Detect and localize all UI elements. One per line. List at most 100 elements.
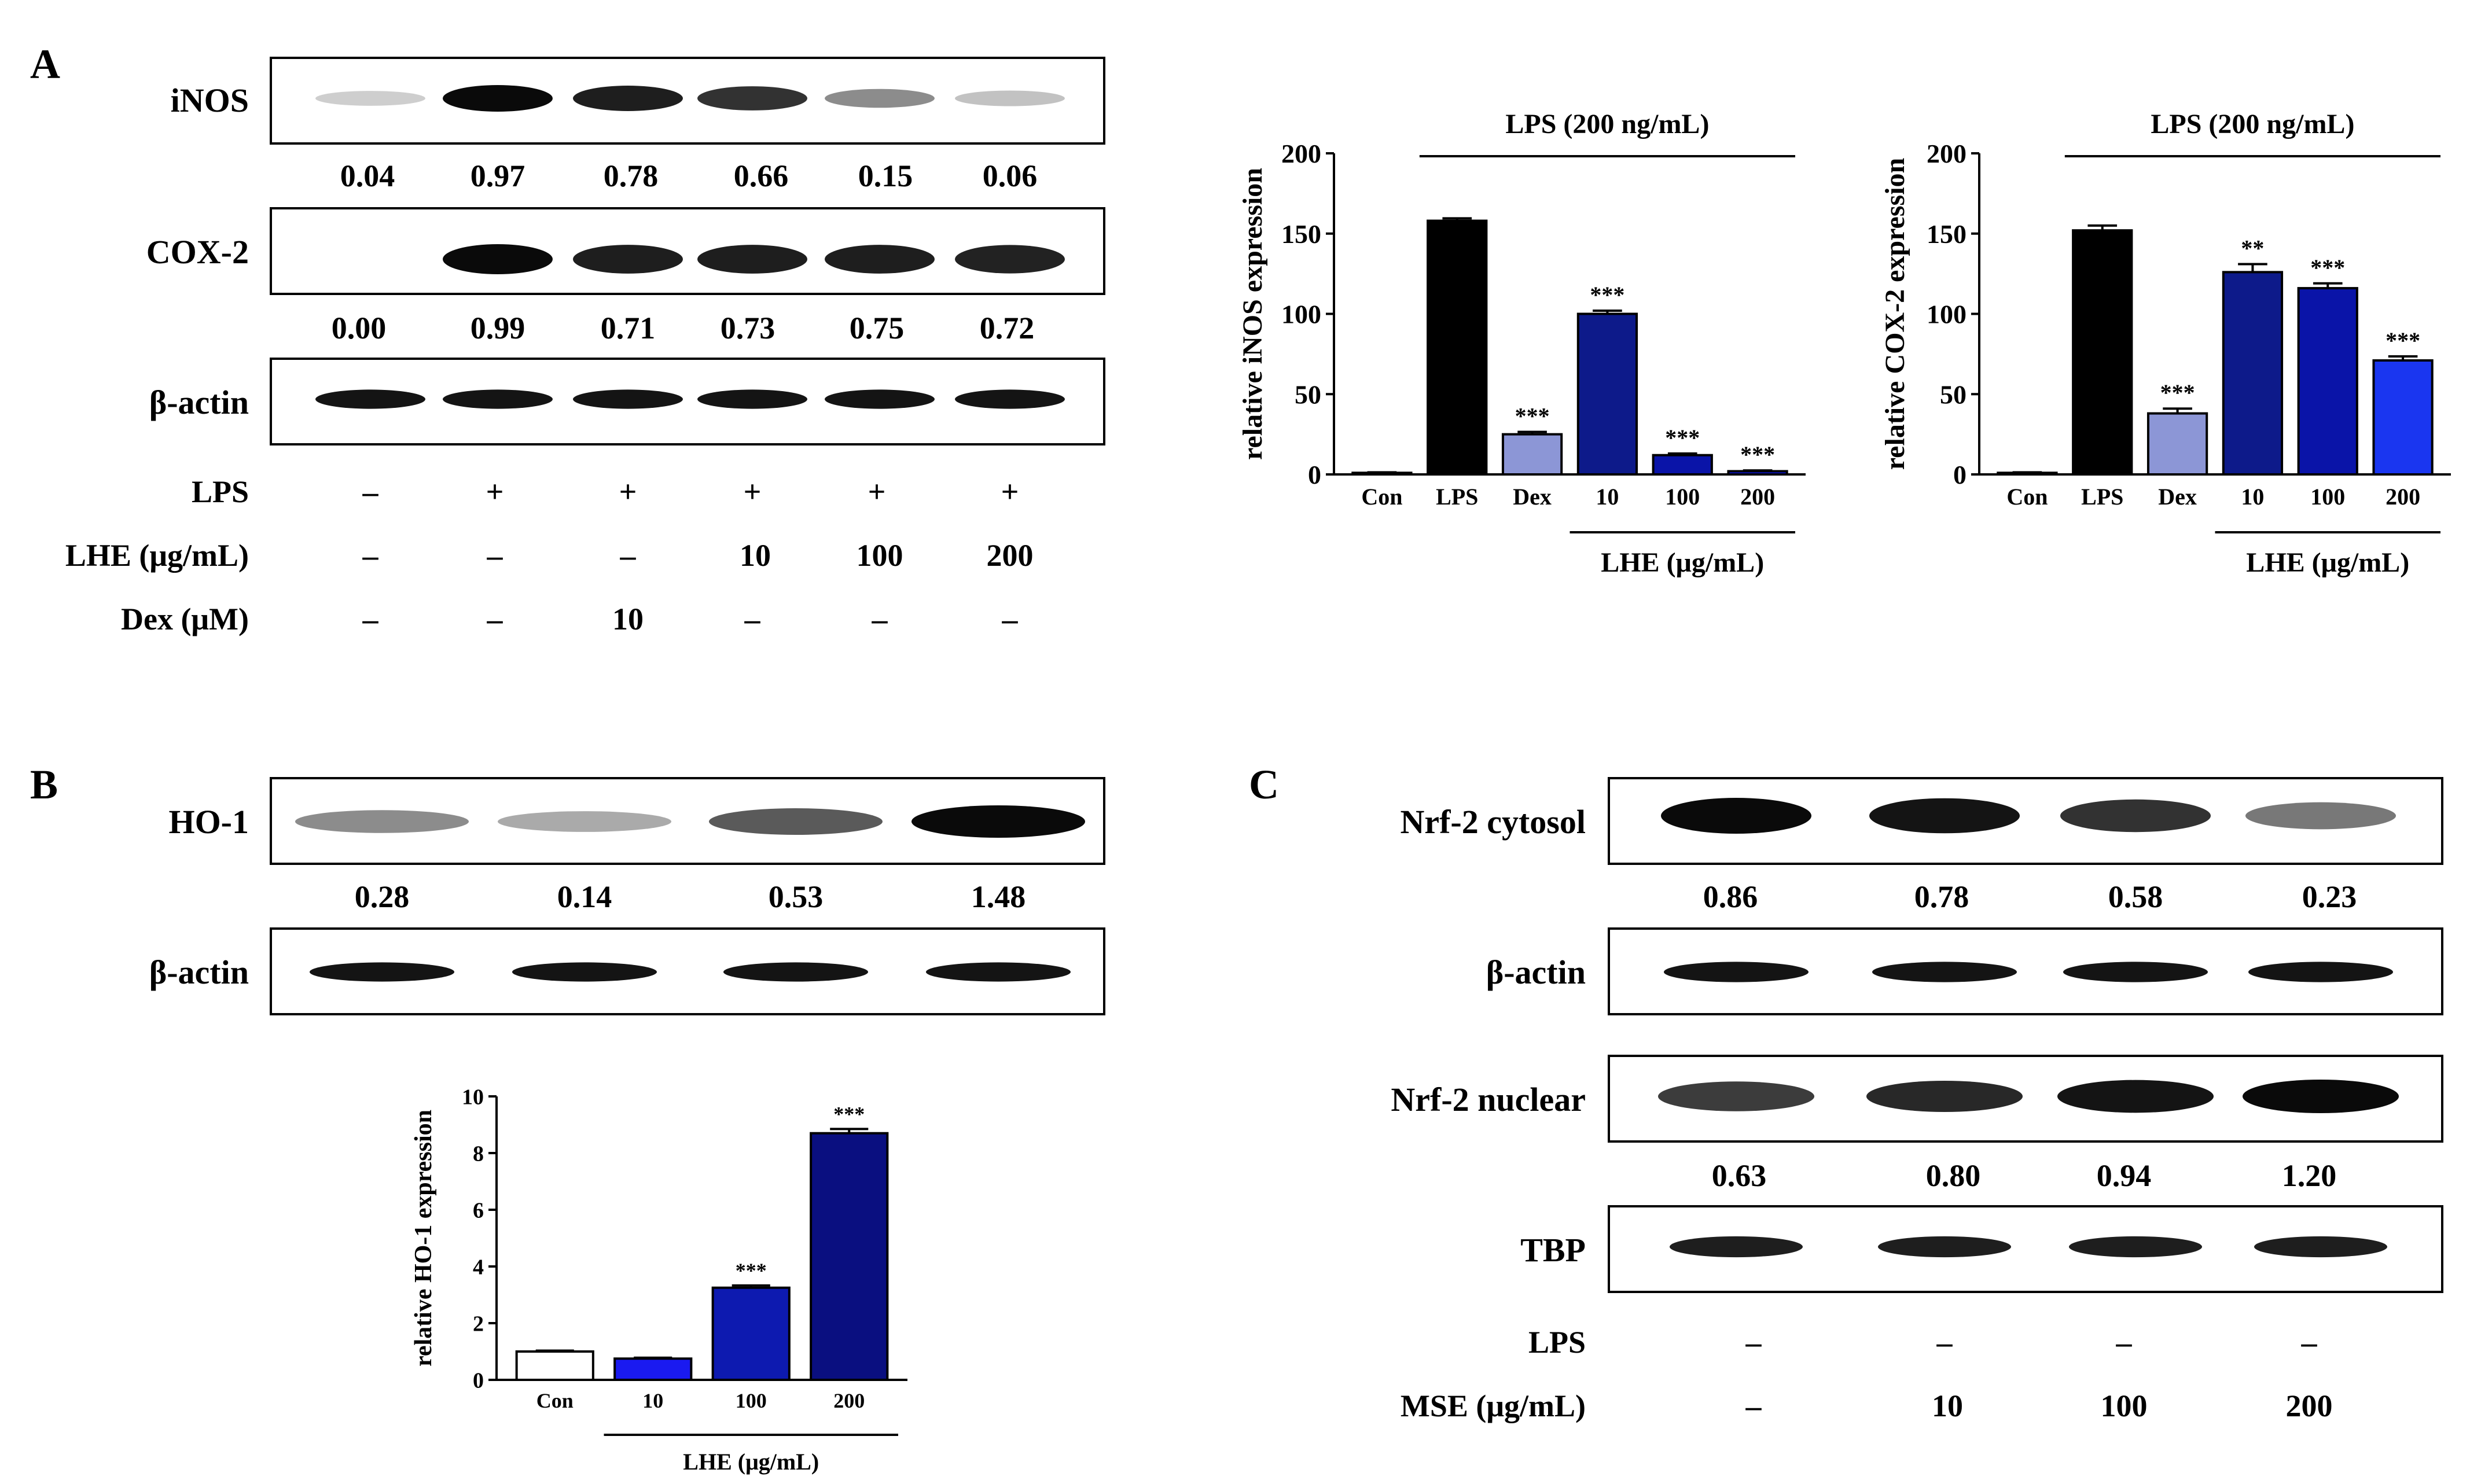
- condition-value: +: [619, 474, 637, 509]
- densitometry-value: 0.99: [471, 311, 525, 345]
- blot-band: [2060, 799, 2211, 833]
- blot-band: [2069, 1236, 2202, 1258]
- densitometry-value: 0.78: [1914, 879, 1969, 914]
- blot-band: [295, 810, 469, 833]
- blot-band: [315, 91, 425, 106]
- densitometry-values-cox2: 0.00 0.99 0.71 0.73 0.75 0.72: [332, 311, 1035, 345]
- x-tick-label: LPS: [2081, 484, 2123, 510]
- blot-bands-cox2: [443, 244, 1065, 274]
- condition-value: –: [2301, 1325, 2318, 1360]
- blot-band: [825, 89, 935, 108]
- blot-band: [955, 389, 1065, 409]
- bar: [613, 1357, 693, 1381]
- y-tick-label: 50: [1940, 380, 1967, 409]
- densitometry-value: 0.80: [1926, 1158, 1981, 1193]
- blot-label-tbp: TBP: [1520, 1231, 1586, 1269]
- blot-label-ho1: HO-1: [168, 803, 249, 841]
- blot-label-inos: iNOS: [171, 82, 249, 119]
- blot-band: [573, 389, 683, 409]
- condition-value: –: [744, 602, 761, 636]
- blot-band: [2057, 1080, 2214, 1113]
- significance-marker: ***: [2160, 380, 2195, 406]
- blot-band: [443, 389, 553, 409]
- condition-value: –: [362, 474, 379, 509]
- bar: [1652, 454, 1713, 476]
- group-label-top: LPS (200 ng/mL): [1505, 109, 1709, 139]
- x-tick-label: Con: [2006, 484, 2048, 510]
- blot-band: [911, 805, 1085, 838]
- blot-label-cox2: COX-2: [146, 233, 249, 271]
- blot-band: [512, 962, 657, 982]
- blot-bands-beta-actin-a: [315, 389, 1065, 409]
- blot-label-beta-actin-b: β-actin: [149, 953, 249, 991]
- densitometry-value: 0.23: [2302, 879, 2357, 914]
- condition-value: –: [362, 538, 379, 573]
- panel-b-blots: HO-1 0.28 0.14 0.53 1.48 β-actin: [149, 777, 1105, 1015]
- x-tick-label: 200: [1740, 484, 1775, 510]
- significance-marker: ***: [1515, 403, 1550, 429]
- panel-letter-b: B: [30, 761, 58, 808]
- x-tick-label: 200: [833, 1389, 865, 1412]
- blot-band: [498, 811, 671, 832]
- condition-value: –: [872, 602, 888, 636]
- x-tick-label: 10: [2241, 484, 2264, 510]
- blot-band: [2248, 962, 2393, 982]
- bar: [515, 1350, 594, 1381]
- densitometry-value: 0.72: [980, 311, 1035, 345]
- densitometry-value: 1.48: [971, 879, 1026, 914]
- group-label-bottom: LHE (μg/mL): [2246, 547, 2409, 578]
- blot-label-beta-actin-c: β-actin: [1486, 953, 1586, 991]
- significance-marker: ***: [736, 1259, 767, 1282]
- blot-band: [2254, 1236, 2387, 1258]
- condition-value: –: [2116, 1325, 2133, 1360]
- condition-value: +: [744, 474, 762, 509]
- y-tick-label: 8: [473, 1141, 484, 1166]
- blot-band: [709, 808, 883, 835]
- densitometry-values-nrf2-nuclear: 0.63 0.80 0.94 1.20: [1712, 1158, 2337, 1193]
- x-tick-label: 100: [736, 1389, 767, 1412]
- condition-label-lps: LPS: [192, 474, 249, 509]
- panel-a-blots: iNOS 0.04 0.97 0.78 0.66 0.15 0.06 COX-2…: [65, 57, 1105, 636]
- condition-value: –: [1936, 1325, 1953, 1360]
- blot-band: [926, 962, 1071, 982]
- densitometry-value: 0.71: [601, 311, 656, 345]
- blot-bands-beta-actin-b: [310, 962, 1071, 982]
- y-tick-label: 100: [1927, 300, 1967, 329]
- bar: [1576, 312, 1638, 476]
- x-tick-label: Dex: [1513, 484, 1552, 510]
- blot-band: [697, 389, 807, 409]
- condition-label-dex: Dex (μM): [121, 602, 249, 636]
- x-tick-label: 100: [2310, 484, 2345, 510]
- y-axis-title: relative HO-1 expression: [410, 1110, 437, 1367]
- densitometry-value: 0.53: [769, 879, 824, 914]
- condition-value: 200: [987, 538, 1034, 573]
- bar: [1501, 433, 1563, 476]
- significance-marker: **: [2241, 235, 2264, 261]
- x-tick-label: 200: [2386, 484, 2420, 510]
- blot-band: [315, 389, 425, 409]
- bar: [2146, 412, 2208, 476]
- blot-bands-inos: [315, 85, 1065, 112]
- blot-band: [310, 962, 454, 982]
- significance-marker: ***: [2310, 255, 2345, 281]
- blot-label-beta-actin-a: β-actin: [149, 384, 249, 421]
- densitometry-value: 0.78: [604, 159, 659, 193]
- condition-value: –: [1745, 1389, 1762, 1423]
- y-tick-label: 100: [1281, 300, 1321, 329]
- blot-bands-ho1: [295, 805, 1085, 838]
- panel-c-blots: Nrf-2 cytosol 0.86 0.78 0.58 0.23 β-acti…: [1391, 777, 2443, 1423]
- y-tick-label: 6: [473, 1198, 484, 1222]
- blot-band: [1878, 1236, 2011, 1258]
- blot-band: [825, 389, 935, 409]
- bar: [1727, 470, 1788, 476]
- condition-value: –: [1745, 1325, 1762, 1360]
- blot-band: [443, 85, 553, 112]
- condition-value: 10: [1932, 1389, 1963, 1423]
- blot-bands-tbp: [1670, 1236, 2387, 1258]
- condition-value: 100: [2101, 1389, 2148, 1423]
- x-tick-label: Con: [1361, 484, 1402, 510]
- y-tick-label: 150: [1281, 219, 1321, 249]
- blot-band: [2063, 962, 2208, 982]
- blot-label-nrf2-nuclear: Nrf-2 nuclear: [1391, 1081, 1586, 1118]
- bar: [711, 1286, 791, 1381]
